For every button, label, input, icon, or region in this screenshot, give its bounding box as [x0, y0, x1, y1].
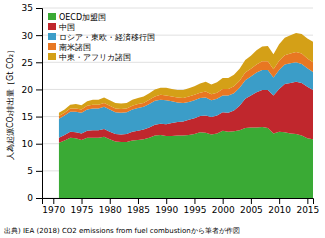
x-tick: 1990: [155, 198, 178, 215]
area: [59, 33, 313, 116]
grid-line: [42, 8, 313, 9]
legend: OECD加盟国中国ロシア・東欧・経済移行国南米諸国中東・アフリカ諸国: [48, 13, 155, 62]
x-tick: 2015: [296, 198, 319, 215]
x-tick-mark: [251, 198, 252, 204]
legend-item: 南米諸国: [48, 43, 91, 52]
legend-swatch: [48, 13, 56, 20]
y-tick: 5: [27, 166, 42, 176]
y-tick: 20: [22, 85, 42, 95]
y-tick-mark: [36, 171, 42, 172]
legend-label: ロシア・東欧・経済移行国: [59, 33, 155, 42]
y-tick-mark: [36, 35, 42, 36]
x-tick-mark: [223, 198, 224, 204]
y-tick-label: 15: [22, 112, 33, 122]
y-tick-label: 35: [22, 3, 33, 13]
y-tick-label: 20: [22, 85, 34, 95]
caption: 出典) IEA (2018) CO2 emissions from fuel c…: [4, 227, 240, 235]
y-tick-mark: [36, 62, 42, 63]
y-tick: 15: [22, 112, 42, 122]
x-tick-mark: [53, 198, 54, 204]
grid: [42, 8, 313, 198]
x-tick-mark: [166, 198, 167, 204]
legend-swatch: [48, 53, 56, 60]
y-axis-title: 人為起源CO₂排出量［Gt CO₂］: [6, 46, 15, 160]
x-tick-label: 2000: [212, 205, 235, 215]
x-tick-mark: [194, 198, 195, 204]
legend-label: 中東・アフリカ諸国: [59, 53, 131, 62]
y-axis-line: [36, 9, 43, 199]
x-tick: 1985: [127, 198, 150, 215]
y-tick-label: 25: [22, 58, 33, 68]
legend-swatch: [48, 23, 56, 30]
y-tick: 25: [22, 58, 42, 68]
x-tick-mark: [307, 198, 308, 204]
x-tick: 2005: [240, 198, 263, 215]
x-tick: 1980: [99, 198, 122, 215]
y-tick: 0: [27, 193, 42, 203]
legend-item: OECD加盟国: [48, 13, 106, 22]
y-tick-label: 0: [27, 193, 33, 203]
x-tick-label: 1985: [127, 205, 150, 215]
x-tick: 2000: [212, 198, 235, 215]
x-tick: 1970: [42, 198, 65, 215]
legend-item: ロシア・東欧・経済移行国: [48, 33, 155, 42]
x-tick-mark: [82, 198, 83, 204]
x-tick: 1975: [71, 198, 94, 215]
legend-item: 中国: [48, 23, 75, 32]
y-tick-mark: [36, 144, 42, 145]
x-tick-mark: [279, 198, 280, 204]
x-tick-label: 2005: [240, 205, 263, 215]
x-tick-mark: [138, 198, 139, 204]
x-tick-label: 1995: [183, 205, 206, 215]
y-tick: 10: [22, 139, 42, 149]
legend-label: 南米諸国: [59, 43, 91, 52]
x-axis-line: [43, 199, 314, 205]
x-tick-label: 1980: [99, 205, 122, 215]
plot-area: [59, 33, 313, 198]
y-tick: 35: [22, 3, 42, 13]
y-tick-mark: [36, 117, 42, 118]
y-tick-label: 5: [27, 166, 33, 176]
x-tick: 2010: [268, 198, 291, 215]
legend-swatch: [48, 43, 56, 50]
x-tick-label: 2015: [296, 205, 319, 215]
x-tick-label: 2010: [268, 205, 291, 215]
y-tick-label: 30: [22, 31, 34, 41]
legend-item: 中東・アフリカ諸国: [48, 53, 131, 62]
y-tick: 30: [22, 31, 42, 41]
y-tick-mark: [36, 8, 42, 9]
y-tick-mark: [36, 198, 42, 199]
x-tick: 1995: [183, 198, 206, 215]
legend-label: 中国: [59, 23, 75, 32]
y-tick-label: 10: [22, 139, 34, 149]
x-tick-mark: [110, 198, 111, 204]
x-axis: 1970 1975 1980 1985 1990 1995 2000 2005 2010 2015: [42, 198, 319, 215]
x-tick-label: 1975: [71, 205, 94, 215]
chart: 1970197519801985199019952000200520102015…: [0, 0, 325, 238]
x-tick-label: 1990: [155, 205, 178, 215]
legend-swatch: [48, 33, 56, 40]
legend-label: OECD加盟国: [59, 13, 106, 22]
y-tick-mark: [36, 89, 42, 90]
y-axis: 0 5 10 15 20 25 30 35: [22, 3, 43, 203]
x-tick-label: 1970: [42, 205, 65, 215]
